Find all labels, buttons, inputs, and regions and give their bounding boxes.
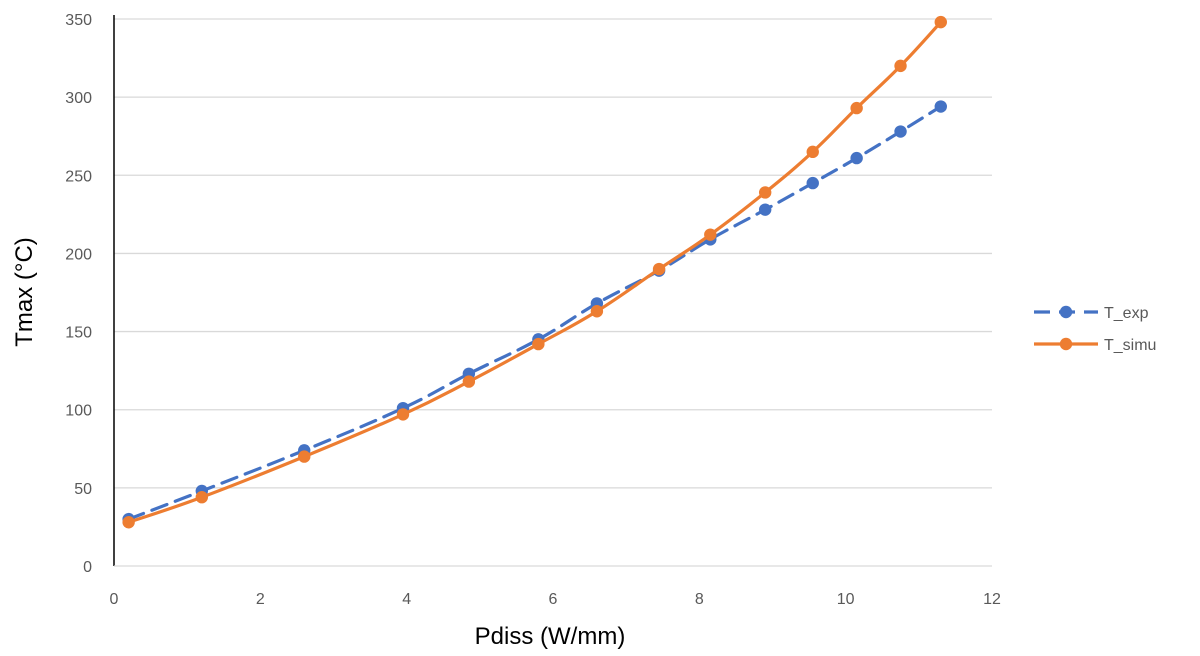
series-line — [127, 104, 943, 521]
x-tick-label: 4 — [402, 591, 411, 608]
data-point — [806, 176, 819, 190]
y-tick-label: 50 — [74, 481, 92, 498]
data-point — [704, 228, 717, 241]
data-point — [758, 186, 772, 199]
x-tick-label: 0 — [110, 591, 119, 608]
data-point — [934, 100, 947, 113]
x-tick-label: 10 — [837, 591, 855, 608]
x-tick-label: 12 — [983, 591, 1001, 608]
legend-label: T_simu — [1104, 337, 1156, 354]
axes — [113, 15, 992, 567]
legend-label: T_exp — [1104, 305, 1149, 322]
data-point — [806, 145, 819, 159]
legend-marker — [1059, 305, 1073, 319]
data-point — [396, 408, 410, 421]
data-point — [532, 337, 545, 351]
y-tick-label: 150 — [65, 325, 92, 342]
data-point — [462, 375, 476, 388]
legend-entry: T_exp — [1034, 305, 1149, 322]
legend: T_exp T_simu — [1034, 305, 1156, 354]
data-point — [934, 15, 947, 29]
x-tick-label: 6 — [549, 591, 558, 608]
x-axis-title: Pdiss (W/mm) — [475, 623, 626, 650]
y-tick-label: 100 — [65, 403, 92, 420]
y-tick-label: 350 — [65, 12, 92, 29]
y-tick-label: 300 — [65, 90, 92, 107]
data-point — [298, 450, 311, 463]
legend-marker — [1059, 337, 1073, 351]
series-t-simu — [122, 15, 947, 529]
x-tick-label: 8 — [695, 591, 704, 608]
data-point — [758, 203, 772, 216]
legend-entry: T_simu — [1034, 337, 1156, 354]
data-point — [590, 305, 604, 318]
y-axis-title: Tmax (°C) — [11, 237, 38, 347]
data-point — [122, 516, 135, 529]
y-tick-label: 200 — [65, 246, 92, 263]
tick-labels: 0 50 100 150 200 250 300 350 0 2 4 6 8 10 12 — [65, 12, 1001, 608]
y-tick-label: 250 — [65, 168, 92, 185]
data-point — [850, 151, 863, 165]
data-point — [850, 101, 863, 115]
series-lines — [122, 15, 947, 529]
data-point — [195, 491, 208, 504]
gridlines — [114, 18, 992, 489]
data-point — [894, 125, 907, 138]
y-tick-label: 0 — [83, 559, 92, 576]
x-tick-label: 2 — [256, 591, 265, 608]
series-t-exp — [122, 100, 947, 526]
data-point — [652, 262, 666, 276]
data-point — [894, 59, 907, 73]
